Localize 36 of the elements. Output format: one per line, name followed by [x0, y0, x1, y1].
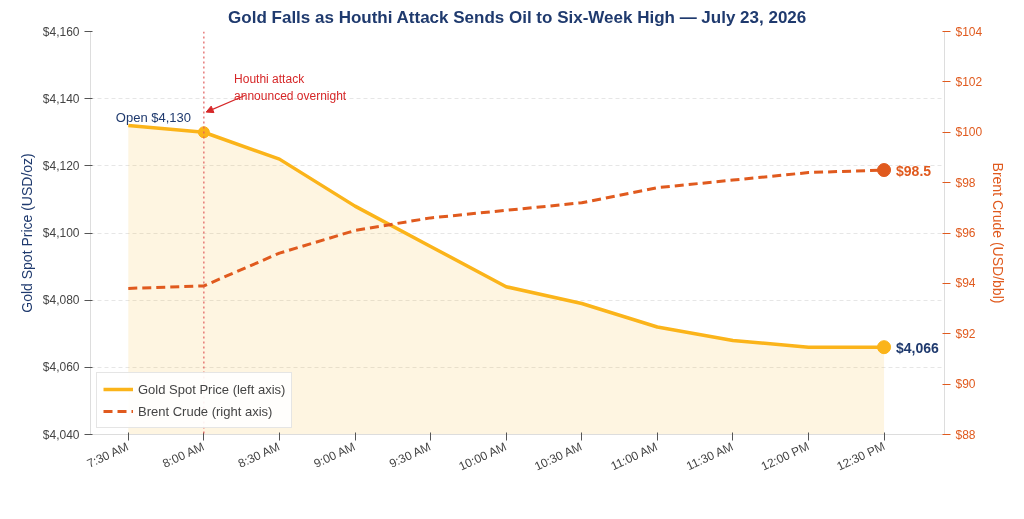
- x-tick-label: 10:00 AM: [456, 439, 509, 474]
- x-tick-label: 12:30 PM: [834, 439, 888, 474]
- legend-label: Brent Crude (right axis): [138, 403, 273, 419]
- y-axis-title: Gold Spot Price (USD/oz): [18, 153, 35, 313]
- y2-tick-label: $88: [955, 427, 976, 442]
- ref-line-label: Houthi attack announced overnight: [234, 71, 347, 103]
- x-tick-label: 8:00 AM: [160, 439, 207, 471]
- y2-tick-label: $100: [955, 125, 983, 140]
- y2-axis-title: Brent Crude (USD/bbl): [990, 162, 1007, 304]
- data-label: $4,066: [896, 340, 940, 357]
- x-tick-label: 11:30 AM: [684, 439, 736, 474]
- y2-tick-label: $92: [955, 326, 976, 341]
- y-tick-label: $4,140: [42, 91, 80, 106]
- y2-tick-label: $90: [955, 377, 976, 392]
- x-tick-label: 8:30 AM: [235, 439, 282, 471]
- y2-tick-label: $102: [955, 74, 983, 89]
- y2-tick-label: $96: [955, 226, 976, 240]
- y-tick-label: $4,060: [42, 360, 80, 375]
- x-tick-label: 9:00 AM: [311, 439, 358, 471]
- x-tick-label: 9:30 AM: [387, 439, 433, 471]
- x-tick-label: 11:00 AM: [608, 439, 660, 474]
- x-tick-label: 12:00 PM: [758, 439, 812, 474]
- x-tick-label: 10:30 AM: [532, 439, 585, 474]
- data-label: $98.5: [896, 163, 932, 180]
- chart-title: Gold Falls as Houthi Attack Sends Oil to Six-Week High — July 23, 2026: [228, 7, 807, 27]
- y-tick-label: $4,100: [42, 226, 80, 240]
- x-tick-label: 7:30 AM: [84, 439, 131, 471]
- y-tick-label: $4,120: [42, 158, 80, 173]
- y-tick-label: $4,080: [42, 293, 80, 308]
- y-tick-label: $4,160: [42, 24, 80, 39]
- y2-tick-label: $98: [955, 175, 976, 190]
- legend-label: Gold Spot Price (left axis): [138, 381, 286, 397]
- y2-tick-label: $94: [955, 276, 976, 291]
- y-tick-label: $4,040: [42, 427, 80, 442]
- y2-tick-label: $104: [955, 24, 983, 39]
- annotation: Open $4,130: [115, 110, 192, 126]
